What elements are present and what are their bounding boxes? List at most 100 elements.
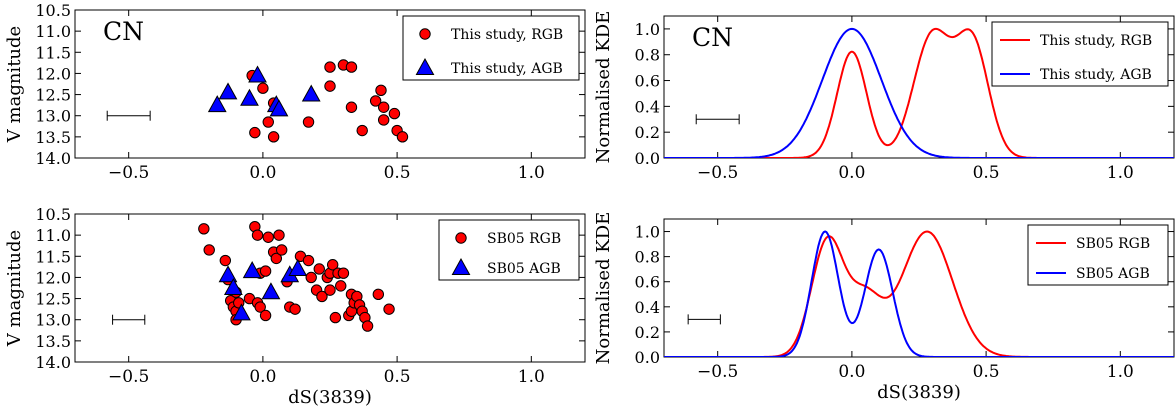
legend-label: SB05 AGB [487, 261, 561, 277]
x-axis-label: dS(3839) [288, 387, 372, 408]
error-bar [106, 110, 151, 121]
legend: SB05 RGB SB05 AGB [438, 219, 580, 281]
data-point-agb [218, 82, 238, 100]
y-axis-label: V magnitude [4, 230, 25, 347]
y-tick-label: 0.2 [635, 323, 660, 342]
data-point-rgb [356, 124, 368, 137]
data-point-rgb [329, 311, 342, 324]
data-point-rgb [372, 288, 385, 301]
data-point-rgb [289, 303, 301, 315]
data-point-rgb [302, 254, 315, 267]
panel-1: −0.5 0.0 0.5 1.0 10.5 11.0 11.5 12.0 12.5 13.0 13.… [4, 1, 586, 183]
panel-2: −0.5 0.0 0.5 1.0 0.0 0.2 0.4 0.6 0.8 1.0 Normalise… [593, 11, 1175, 183]
legend-circle-marker [455, 232, 467, 244]
data-point-agb [301, 84, 321, 102]
x-tick-label: 1.0 [1107, 362, 1134, 382]
data-point-rgb [324, 61, 336, 73]
y-tick-label: 10.5 [35, 1, 71, 20]
data-point-rgb [251, 229, 264, 241]
x-tick-label: −0.5 [108, 367, 149, 387]
y-tick-label: 1.0 [635, 20, 660, 39]
y-tick-label: 13.5 [35, 332, 71, 351]
x-tick-label: −0.5 [697, 362, 738, 382]
panel-label: CN [692, 23, 733, 52]
data-point-rgb [249, 126, 261, 139]
panel-4: −0.5 0.0 0.5 1.0 0.0 0.2 0.4 0.6 0.8 1.0 Normalise… [593, 212, 1175, 403]
y-axis-label: Normalised KDE [593, 11, 614, 164]
kde-line-agb [664, 230, 1174, 357]
data-point-rgb [316, 290, 328, 303]
data-point-rgb [262, 116, 274, 128]
x-tick-label: −0.5 [108, 163, 149, 183]
x-tick-label: −0.5 [697, 163, 738, 183]
x-tick-label: 0.0 [838, 362, 865, 382]
legend-box [1027, 224, 1169, 286]
legend-item: SB05 RGB [455, 231, 561, 247]
series-agb [218, 258, 308, 321]
data-point-rgb [305, 271, 317, 284]
y-tick-label: 1.0 [635, 223, 660, 242]
data-point-rgb [377, 101, 390, 113]
y-tick-label: 12.5 [35, 86, 71, 105]
error-bar [695, 114, 740, 125]
data-point-agb [248, 65, 267, 83]
x-tick-label: 0.0 [249, 367, 276, 387]
data-point-agb [218, 265, 238, 283]
data-point-agb [232, 303, 251, 321]
data-point-agb [240, 88, 259, 106]
y-axis-label: Normalised KDE [593, 212, 614, 365]
y-tick-label: 0.0 [635, 149, 660, 168]
data-point-rgb [345, 61, 358, 73]
data-point-rgb [345, 101, 358, 113]
legend-item: SB05 RGB [1036, 236, 1150, 252]
y-tick-label: 11.5 [35, 247, 71, 266]
x-tick-label: 0.5 [973, 362, 1000, 382]
data-point-rgb [257, 82, 269, 94]
data-point-agb [261, 282, 281, 300]
x-tick-label: 0.5 [384, 367, 411, 387]
legend-item: This study, AGB [415, 57, 563, 77]
data-point-rgb [361, 320, 374, 332]
y-tick-label: 0.4 [635, 298, 660, 317]
legend-label: SB05 AGB [1076, 266, 1150, 282]
legend-label: SB05 RGB [487, 231, 561, 247]
x-tick-label: 0.0 [838, 163, 865, 183]
data-point-rgb [198, 223, 210, 235]
legend-label: This study, AGB [451, 61, 563, 77]
y-tick-label: 14.0 [35, 353, 71, 372]
x-axis-label: dS(3839) [877, 382, 961, 403]
legend-box [991, 21, 1169, 87]
legend-triangle-marker [451, 257, 471, 275]
error-bar [112, 314, 146, 325]
data-point-agb [269, 99, 289, 117]
data-point-rgb [388, 107, 401, 120]
data-point-agb [288, 258, 308, 276]
kde-line-rgb [664, 27, 1174, 158]
y-tick-label: 11.5 [35, 43, 71, 62]
data-point-rgb [383, 303, 395, 315]
data-point-rgb [377, 114, 390, 126]
data-point-rgb [219, 254, 232, 267]
y-tick-label: 0.6 [635, 273, 660, 292]
data-point-rgb [273, 229, 285, 241]
x-tick-label: 1.0 [518, 163, 545, 183]
data-point-rgb [396, 131, 409, 143]
kde-line-agb [664, 27, 1174, 158]
legend-label: This study, AGB [1040, 67, 1152, 83]
legend-item: SB05 AGB [451, 257, 561, 277]
x-tick-label: 1.0 [1107, 163, 1134, 183]
data-point-agb [207, 95, 227, 113]
kde-line-rgb [664, 230, 1174, 357]
x-tick-label: 0.5 [384, 163, 411, 183]
y-axis-label: V magnitude [4, 26, 25, 143]
data-point-rgb [203, 244, 215, 256]
data-point-rgb [275, 244, 288, 256]
y-tick-label: 0.0 [635, 348, 660, 367]
y-tick-label: 14.0 [35, 149, 71, 168]
data-point-rgb [262, 231, 274, 243]
data-point-rgb [267, 131, 280, 143]
data-point-rgb [337, 267, 350, 279]
legend-label: SB05 RGB [1076, 236, 1150, 252]
data-point-rgb [254, 301, 266, 313]
